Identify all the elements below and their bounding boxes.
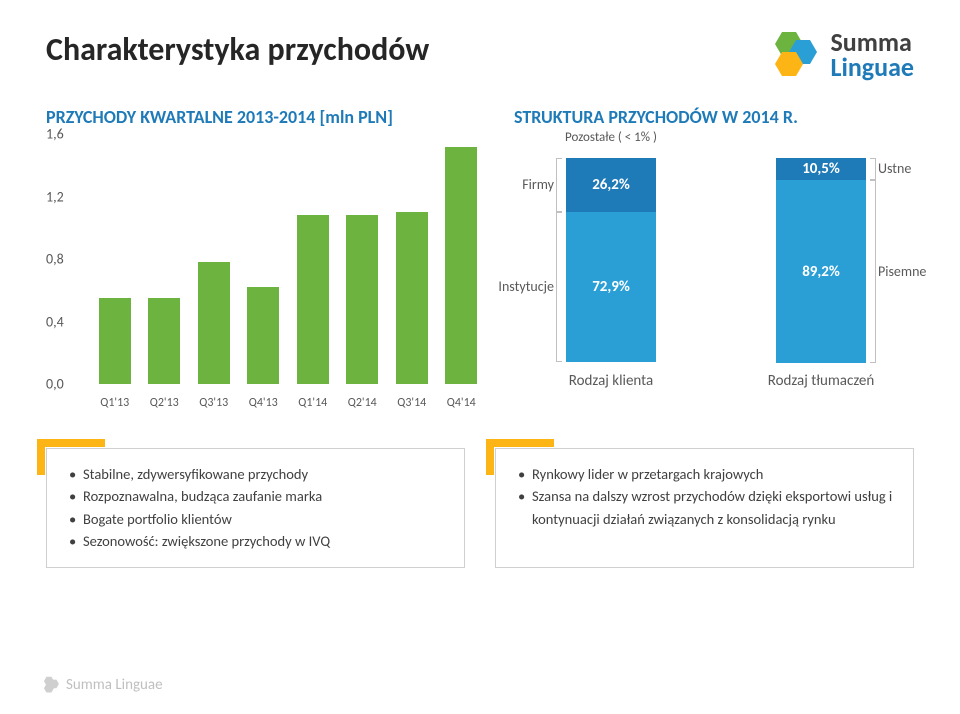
bar-xtick: Q1'14 — [288, 396, 338, 410]
struct-segment: 72,9% — [566, 212, 656, 362]
struct-seg-label: Pisemne — [878, 263, 926, 280]
bar-xtick: Q4'13 — [238, 396, 288, 410]
bar-xtick: Q2'14 — [337, 396, 387, 410]
brand-line-2: Linguae — [830, 55, 914, 80]
bar-chart-subtitle: PRZYCHODY KWARTALNE 2013-2014 [mln PLN] — [46, 106, 486, 128]
struct-col-klienta: FirmyInstytucje26,2%72,9%Pozostałe ( < 1… — [526, 134, 696, 414]
bar-chart: 0,00,40,81,21,6 Q1'13Q2'13Q3'13Q4'13Q1'1… — [46, 134, 486, 414]
page-title: Charakterystyka przychodów — [46, 30, 429, 69]
struct-seg-label: Ustne — [878, 160, 911, 177]
bar-ytick: 1,6 — [46, 126, 64, 143]
struct-chart-subtitle: STRUKTURA PRZYCHODÓW W 2014 R. — [514, 106, 914, 128]
bar-xtick: Q3'14 — [387, 396, 437, 410]
bar — [297, 134, 329, 384]
bar — [396, 134, 428, 384]
footer-brand: Summa Linguae — [40, 676, 163, 694]
bullet-item: Stabilne, zdywersyfikowane przychody — [69, 463, 450, 485]
struct-segment: 26,2% — [566, 158, 656, 212]
struct-segment: 89,2% — [776, 180, 866, 364]
bullet-item: Szansa na dalszy wzrost przychodów dzięk… — [518, 485, 899, 530]
bullet-item: Rynkowy lider w przetargach krajowych — [518, 463, 899, 485]
struct-col-tlumaczen: UstnePisemne10,5%89,2%Rodzaj tłumaczeń — [736, 134, 906, 414]
bar-xtick: Q1'13 — [90, 396, 140, 410]
bar-ytick: 0,4 — [46, 313, 64, 330]
bar — [99, 134, 131, 384]
bar — [346, 134, 378, 384]
highlights-box-right: Rynkowy lider w przetargach krajowychSza… — [495, 448, 914, 568]
bar — [198, 134, 230, 384]
footer-brand-text: Summa Linguae — [66, 676, 163, 694]
hex-icon — [764, 30, 820, 80]
bullet-item: Bogate portfolio klientów — [69, 508, 450, 530]
bar-xtick: Q2'13 — [139, 396, 189, 410]
bar-ytick: 1,2 — [46, 188, 64, 205]
bar-ytick: 0,0 — [46, 376, 64, 393]
struct-seg-label: Firmy — [522, 176, 554, 193]
bar-xtick: Q4'14 — [436, 396, 486, 410]
hex-icon — [40, 676, 60, 694]
struct-xlabel: Rodzaj klienta — [526, 372, 696, 390]
highlights-box-left: Stabilne, zdywersyfikowane przychodyRozp… — [46, 448, 465, 568]
struct-segment: 10,5% — [776, 158, 866, 180]
bar — [445, 134, 477, 384]
bar-ytick: 0,8 — [46, 251, 64, 268]
struct-note-above: Pozostałe ( < 1% ) — [565, 130, 657, 145]
bullet-item: Rozpoznawalna, budząca zaufanie marka — [69, 485, 450, 507]
bar — [148, 134, 180, 384]
bar — [247, 134, 279, 384]
struct-seg-label: Instytucje — [498, 278, 554, 295]
brand-logo: Summa Linguae — [764, 30, 914, 80]
bullet-item: Sezonowość: zwiększone przychody w IVQ — [69, 530, 450, 552]
struct-xlabel: Rodzaj tłumaczeń — [736, 372, 906, 390]
bar-xtick: Q3'13 — [189, 396, 239, 410]
